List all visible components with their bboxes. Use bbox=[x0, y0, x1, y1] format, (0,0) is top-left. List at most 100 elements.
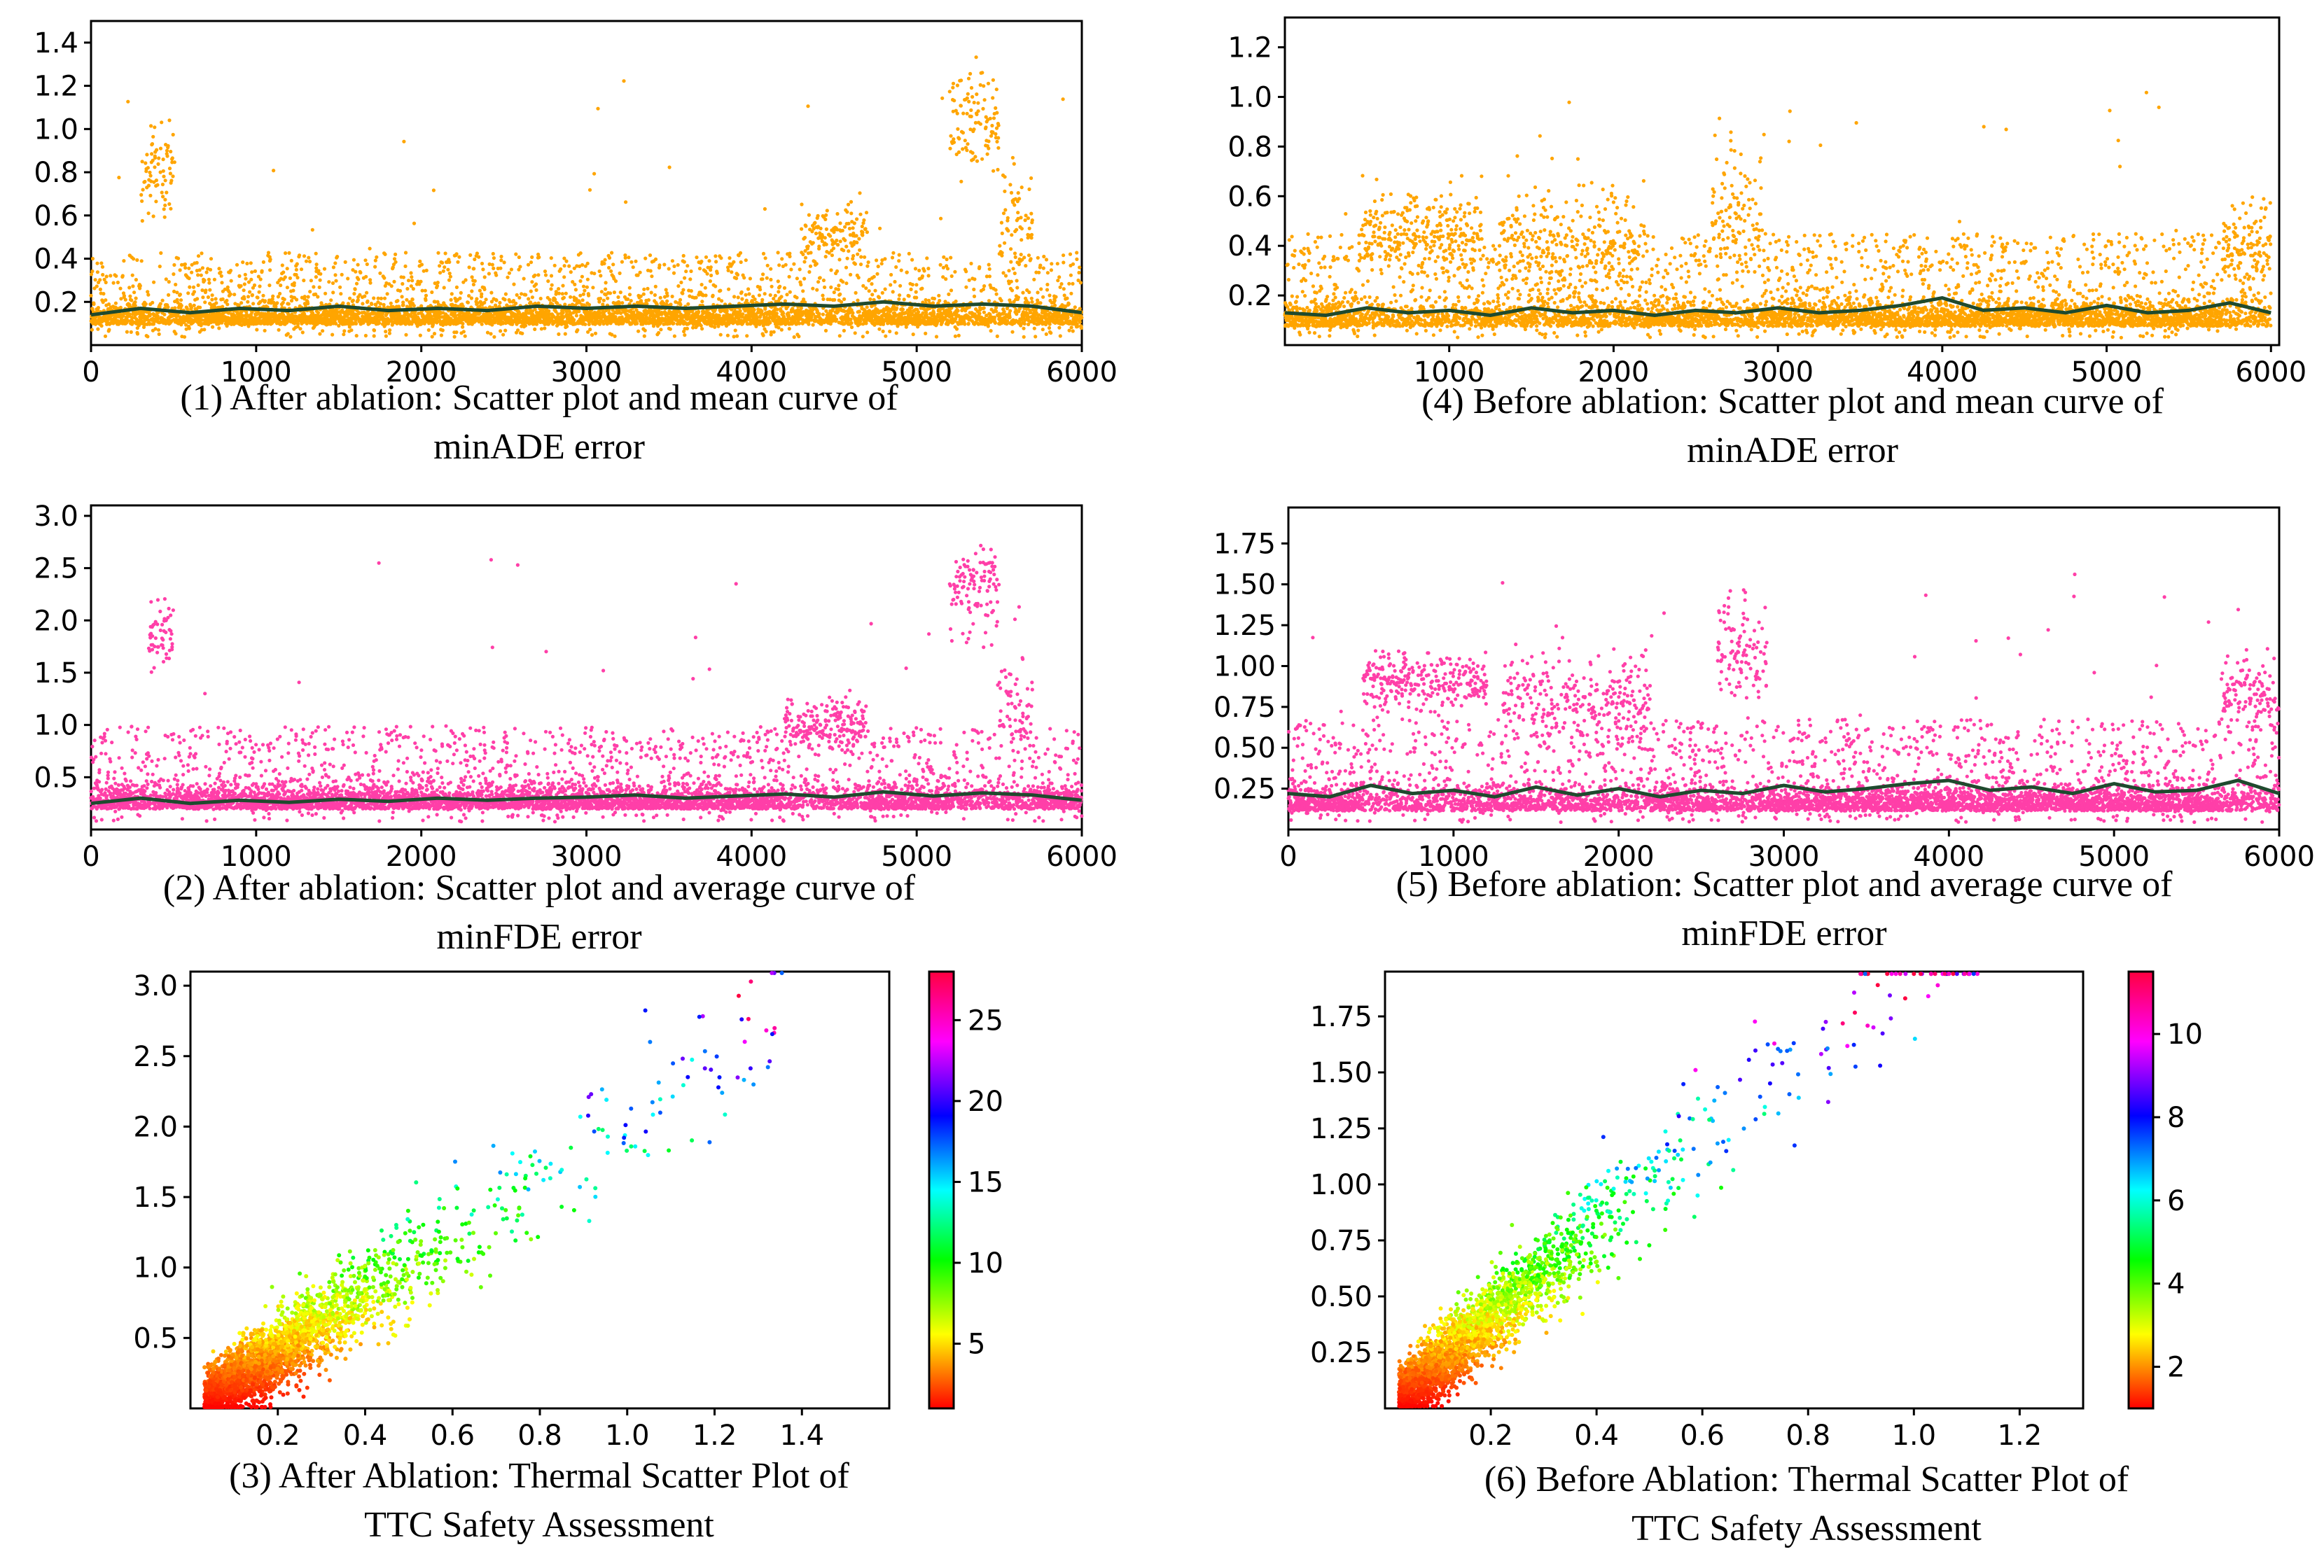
data-point bbox=[169, 150, 172, 153]
data-point bbox=[361, 302, 364, 305]
data-point bbox=[149, 124, 153, 127]
data-point bbox=[286, 267, 289, 270]
data-point bbox=[114, 274, 118, 278]
data-point bbox=[217, 326, 221, 330]
data-point bbox=[355, 334, 359, 337]
data-point bbox=[258, 290, 261, 294]
data-point bbox=[239, 301, 243, 304]
data-point bbox=[225, 299, 228, 302]
data-point bbox=[323, 267, 326, 271]
data-point bbox=[354, 270, 357, 274]
data-point bbox=[305, 260, 308, 263]
data-point bbox=[290, 259, 293, 262]
data-point bbox=[268, 268, 272, 272]
data-point bbox=[105, 274, 109, 278]
data-point bbox=[163, 198, 167, 202]
data-point bbox=[242, 288, 246, 292]
data-point bbox=[239, 284, 243, 288]
data-point bbox=[144, 161, 147, 164]
data-point bbox=[286, 332, 290, 335]
data-point bbox=[193, 304, 196, 307]
data-point bbox=[232, 293, 236, 296]
data-point bbox=[124, 298, 127, 302]
data-point bbox=[157, 156, 160, 160]
data-point bbox=[109, 274, 112, 277]
data-point bbox=[135, 258, 139, 262]
data-point bbox=[146, 335, 149, 338]
data-point bbox=[253, 270, 257, 273]
data-point bbox=[288, 276, 292, 280]
data-point bbox=[188, 286, 191, 289]
data-point bbox=[286, 286, 289, 289]
data-point bbox=[180, 304, 183, 307]
data-point bbox=[306, 302, 309, 305]
data-point bbox=[332, 265, 335, 269]
data-point bbox=[96, 270, 99, 274]
data-point bbox=[130, 298, 133, 302]
data-point bbox=[195, 261, 199, 265]
data-point bbox=[100, 324, 104, 328]
data-point bbox=[171, 174, 174, 178]
data-point bbox=[134, 304, 137, 307]
data-point bbox=[200, 274, 203, 277]
data-point bbox=[126, 100, 130, 104]
data-point bbox=[344, 260, 347, 264]
data-point bbox=[117, 176, 120, 179]
data-point bbox=[101, 273, 104, 276]
data-point bbox=[154, 200, 158, 203]
data-point bbox=[146, 166, 150, 169]
data-point bbox=[329, 298, 333, 302]
data-point bbox=[159, 251, 162, 255]
data-point bbox=[147, 211, 151, 215]
data-point bbox=[295, 262, 299, 266]
data-point bbox=[128, 295, 132, 298]
data-point bbox=[307, 256, 310, 260]
data-point bbox=[327, 280, 330, 284]
data-point bbox=[288, 335, 292, 339]
data-point bbox=[298, 253, 301, 257]
data-point bbox=[244, 273, 247, 276]
data-point bbox=[281, 270, 285, 274]
data-point bbox=[159, 302, 162, 305]
data-point bbox=[148, 194, 152, 197]
data-point bbox=[281, 263, 284, 267]
data-point bbox=[155, 183, 159, 187]
data-point bbox=[130, 330, 133, 334]
data-point bbox=[307, 295, 310, 299]
data-point bbox=[334, 279, 338, 283]
data-point bbox=[251, 302, 255, 305]
data-point bbox=[151, 135, 155, 139]
data-point bbox=[293, 281, 296, 285]
data-point bbox=[141, 188, 145, 191]
data-point bbox=[104, 281, 108, 284]
data-point bbox=[221, 298, 225, 301]
data-point bbox=[179, 268, 182, 272]
data-point bbox=[346, 276, 349, 280]
data-point bbox=[132, 257, 135, 260]
data-point bbox=[303, 295, 307, 298]
data-point bbox=[302, 254, 306, 258]
data-point bbox=[152, 281, 155, 284]
data-point bbox=[348, 325, 352, 328]
data-point bbox=[202, 328, 206, 331]
data-point bbox=[278, 292, 281, 295]
data-point bbox=[123, 294, 126, 298]
data-point bbox=[275, 301, 279, 304]
data-point bbox=[323, 292, 327, 295]
data-point bbox=[349, 328, 353, 332]
data-point bbox=[107, 328, 111, 331]
data-point bbox=[359, 271, 362, 274]
data-point bbox=[158, 332, 161, 336]
data-point bbox=[244, 277, 247, 281]
data-point bbox=[248, 290, 251, 294]
data-point bbox=[338, 286, 342, 289]
data-point bbox=[96, 328, 99, 331]
data-point bbox=[287, 302, 291, 306]
data-point bbox=[102, 292, 105, 295]
data-point bbox=[161, 299, 165, 302]
data-point bbox=[174, 283, 177, 286]
data-point bbox=[242, 297, 246, 300]
data-point bbox=[281, 301, 285, 304]
data-point bbox=[287, 251, 291, 255]
data-point bbox=[192, 286, 195, 289]
